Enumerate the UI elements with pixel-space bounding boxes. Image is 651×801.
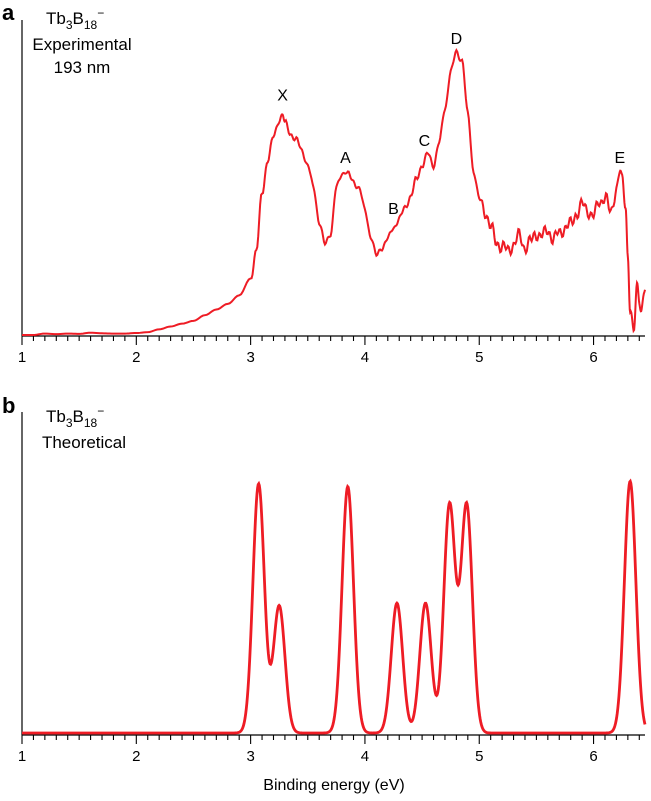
panel-b-title-base1: Tb: [46, 407, 66, 426]
panel-a-x-tick-label: 2: [132, 349, 140, 366]
panel-b-title-base2: B: [73, 407, 84, 426]
panel-b-x-tick-label: 2: [132, 748, 140, 765]
panel-b-title-sub1: 3: [66, 416, 73, 430]
panel-b-x-axis-label: Binding energy (eV): [263, 777, 404, 794]
panel-b-x-tick-labels: 1 2 3 4 5 6: [18, 748, 598, 765]
peak-label-a: A: [340, 150, 351, 167]
panel-b-x-tick-label: 6: [589, 748, 597, 765]
panel-a-experimental-spectrum: [22, 47, 646, 336]
peak-label-x: X: [277, 88, 288, 105]
panel-b-x-ticks: [21, 735, 640, 744]
peak-label-d: D: [451, 31, 463, 48]
panel-a-title-sub1: 3: [66, 18, 73, 32]
panel-b-x-tick-label: 1: [18, 748, 26, 765]
peak-label-e: E: [615, 150, 626, 167]
panel-a-title-base2: B: [73, 9, 84, 28]
panel-a-title-sup: −: [97, 6, 104, 20]
panel-b-theoretical-spectrum: [22, 478, 647, 735]
panel-b-x-tick-label: 3: [246, 748, 254, 765]
panel-a-title: Tb3B18−: [46, 6, 104, 32]
panel-a-letter: a: [2, 0, 15, 25]
panel-a-title-base1: Tb: [46, 9, 66, 28]
panel-a-x-tick-label: 3: [246, 349, 254, 366]
panel-b-letter: b: [2, 393, 15, 418]
peak-label-b: B: [388, 201, 399, 218]
panel-b-title-sub2: 18: [84, 416, 98, 430]
panel-a-title-sub2: 18: [84, 18, 98, 32]
panel-b-x-tick-label: 5: [475, 748, 483, 765]
panel-a-x-tick-labels: 1 2 3 4 5 6: [18, 349, 598, 366]
panel-a-x-tick-label: 5: [475, 349, 483, 366]
panel-a-subtitle-line-2: 193 nm: [54, 58, 111, 77]
peak-label-c: C: [419, 133, 431, 150]
panel-b-title: Tb3B18−: [46, 404, 104, 430]
panel-b-subtitle-line-1: Theoretical: [42, 433, 126, 452]
panel-b-x-tick-label: 4: [361, 748, 369, 765]
panel-a-x-ticks: [21, 336, 640, 345]
panel-a-x-tick-label: 6: [589, 349, 597, 366]
panel-a-x-tick-label: 1: [18, 349, 26, 366]
panel-a-x-tick-label: 4: [361, 349, 369, 366]
panel-b-title-sup: −: [97, 404, 104, 418]
panel-a-subtitle-line-1: Experimental: [32, 35, 131, 54]
panel-a-peak-labels: X A B C D E: [277, 31, 625, 218]
